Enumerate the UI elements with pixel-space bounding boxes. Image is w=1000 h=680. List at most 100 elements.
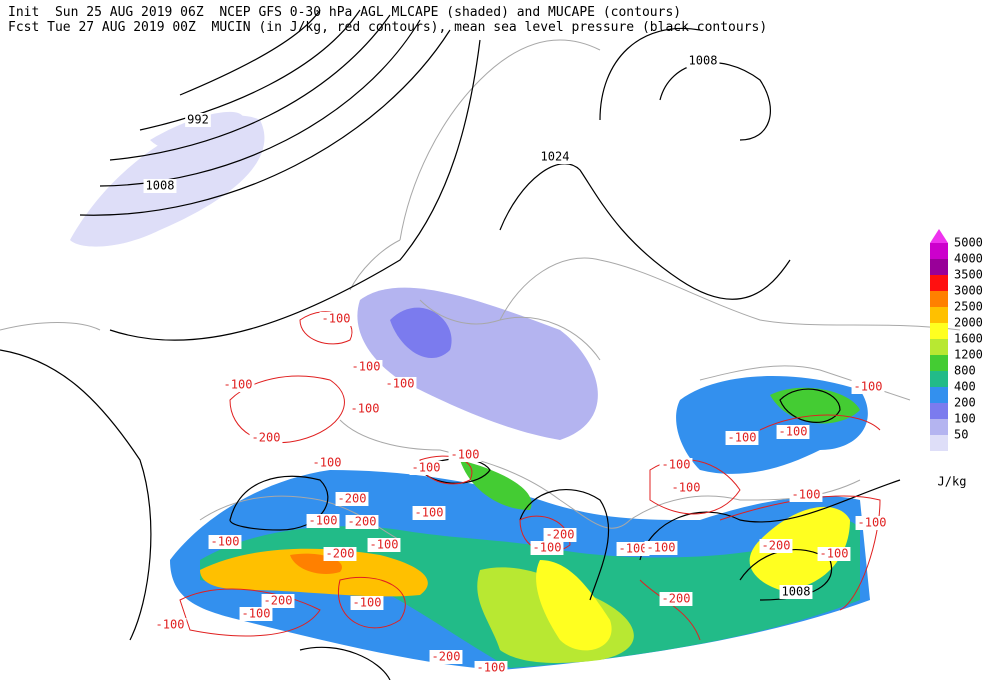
cin-label-box — [474, 661, 508, 675]
isobar-label-box — [686, 54, 720, 68]
legend-label: 3500 — [954, 268, 983, 282]
legend-swatch — [930, 419, 948, 435]
cin-label-box — [383, 377, 417, 391]
cin-label-box — [412, 506, 446, 520]
legend-swatch — [930, 307, 948, 323]
legend-label: 3000 — [954, 284, 983, 298]
cin-label-box — [543, 528, 577, 542]
isobar-label-box — [538, 150, 572, 164]
legend-label: 50 — [954, 428, 968, 442]
legend-swatch — [930, 355, 948, 371]
cin-label: -100 — [728, 431, 757, 445]
cin-label: -100 — [619, 542, 648, 556]
cin-label: -100 — [224, 378, 253, 392]
isobar-label-box — [185, 113, 211, 127]
cin-label: -100 — [386, 377, 415, 391]
cin-label: -100 — [370, 538, 399, 552]
cin-label: -200 — [326, 547, 355, 561]
legend-swatch — [930, 259, 948, 275]
cin-label: -100 — [313, 456, 342, 470]
header-line: Fcst Tue 27 AUG 2019 00Z MUCIN (in J/kg,… — [8, 20, 767, 35]
legend-swatch — [930, 403, 948, 419]
cin-label: -100 — [820, 547, 849, 561]
legend-label: 100 — [954, 412, 976, 426]
cin-label-box — [659, 592, 693, 606]
cin-label-box — [644, 541, 678, 555]
cin-label-box — [367, 538, 401, 552]
cin-label: -200 — [432, 650, 461, 664]
cin-label-box — [349, 360, 383, 374]
legend-label: 2500 — [954, 300, 983, 314]
legend-swatch — [930, 339, 948, 355]
cin-label: -100 — [351, 402, 380, 416]
legend-label: 800 — [954, 364, 976, 378]
legend-swatch — [930, 275, 948, 291]
cin-label: -100 — [156, 618, 185, 632]
cin-label-box — [429, 650, 463, 664]
legend-swatch — [930, 371, 948, 387]
cin-label-box — [776, 425, 810, 439]
cin-label: -200 — [252, 431, 281, 445]
cin-label: -100 — [477, 661, 506, 675]
isobar-label: 992 — [187, 113, 209, 127]
legend-label: 2000 — [954, 316, 983, 330]
cin-label-box — [153, 618, 187, 632]
cin-label: -100 — [647, 541, 676, 555]
cape-shading — [70, 111, 870, 670]
isobar-label: 1008 — [782, 585, 811, 599]
header-line: Init Sun 25 AUG 2019 06Z NCEP GFS 0-30 h… — [8, 5, 681, 20]
cin-label: -200 — [762, 539, 791, 553]
legend-label: 1600 — [954, 332, 983, 346]
cin-label: -100 — [242, 607, 271, 621]
cin-label-box — [310, 456, 344, 470]
legend-arrow — [930, 229, 948, 243]
cin-label-box — [335, 492, 369, 506]
cin-label: -100 — [211, 535, 240, 549]
cin-label: -200 — [662, 592, 691, 606]
legend-label: 400 — [954, 380, 976, 394]
cin-label-box — [345, 515, 379, 529]
cin-label-box — [350, 596, 384, 610]
isobar-label-box — [779, 585, 813, 599]
cin-label: -200 — [546, 528, 575, 542]
isobar-label: 1008 — [146, 179, 175, 193]
cin-label: -100 — [451, 448, 480, 462]
cin-label-box — [789, 488, 823, 502]
legend-swatch — [930, 387, 948, 403]
isobars — [0, 9, 901, 680]
cin-label: -100 — [854, 380, 883, 394]
cin-label-box — [817, 547, 851, 561]
isobar-label: 1024 — [541, 150, 570, 164]
cin-label: -100 — [322, 312, 351, 326]
coastlines — [0, 39, 961, 541]
cin-label-box — [855, 516, 889, 530]
cin-label: -100 — [858, 516, 887, 530]
legend-label: 4000 — [954, 252, 983, 266]
cin-label: -100 — [533, 541, 562, 555]
cin-label-box — [851, 380, 885, 394]
isobar-label: 1008 — [689, 54, 718, 68]
cin-label-box — [348, 402, 382, 416]
legend-swatch — [930, 291, 948, 307]
cin-label-box — [323, 547, 357, 561]
cin-label-box — [669, 481, 703, 495]
legend-label: 200 — [954, 396, 976, 410]
cin-label-box — [659, 458, 693, 472]
cin-label: -100 — [792, 488, 821, 502]
cin-label: -100 — [672, 481, 701, 495]
cin-label-box — [409, 461, 443, 475]
cin-label-box — [616, 542, 650, 556]
cin-label-box — [239, 607, 273, 621]
legend-unit: J/kg — [938, 475, 967, 489]
cin-label: -100 — [353, 596, 382, 610]
cin-label: -100 — [779, 425, 808, 439]
cin-label: -100 — [352, 360, 381, 374]
cin-label: -200 — [348, 515, 377, 529]
cin-label: -200 — [338, 492, 367, 506]
cin-label: -200 — [264, 594, 293, 608]
cin-label-box — [759, 539, 793, 553]
cin-label-box — [208, 535, 242, 549]
cin-label-box — [725, 431, 759, 445]
